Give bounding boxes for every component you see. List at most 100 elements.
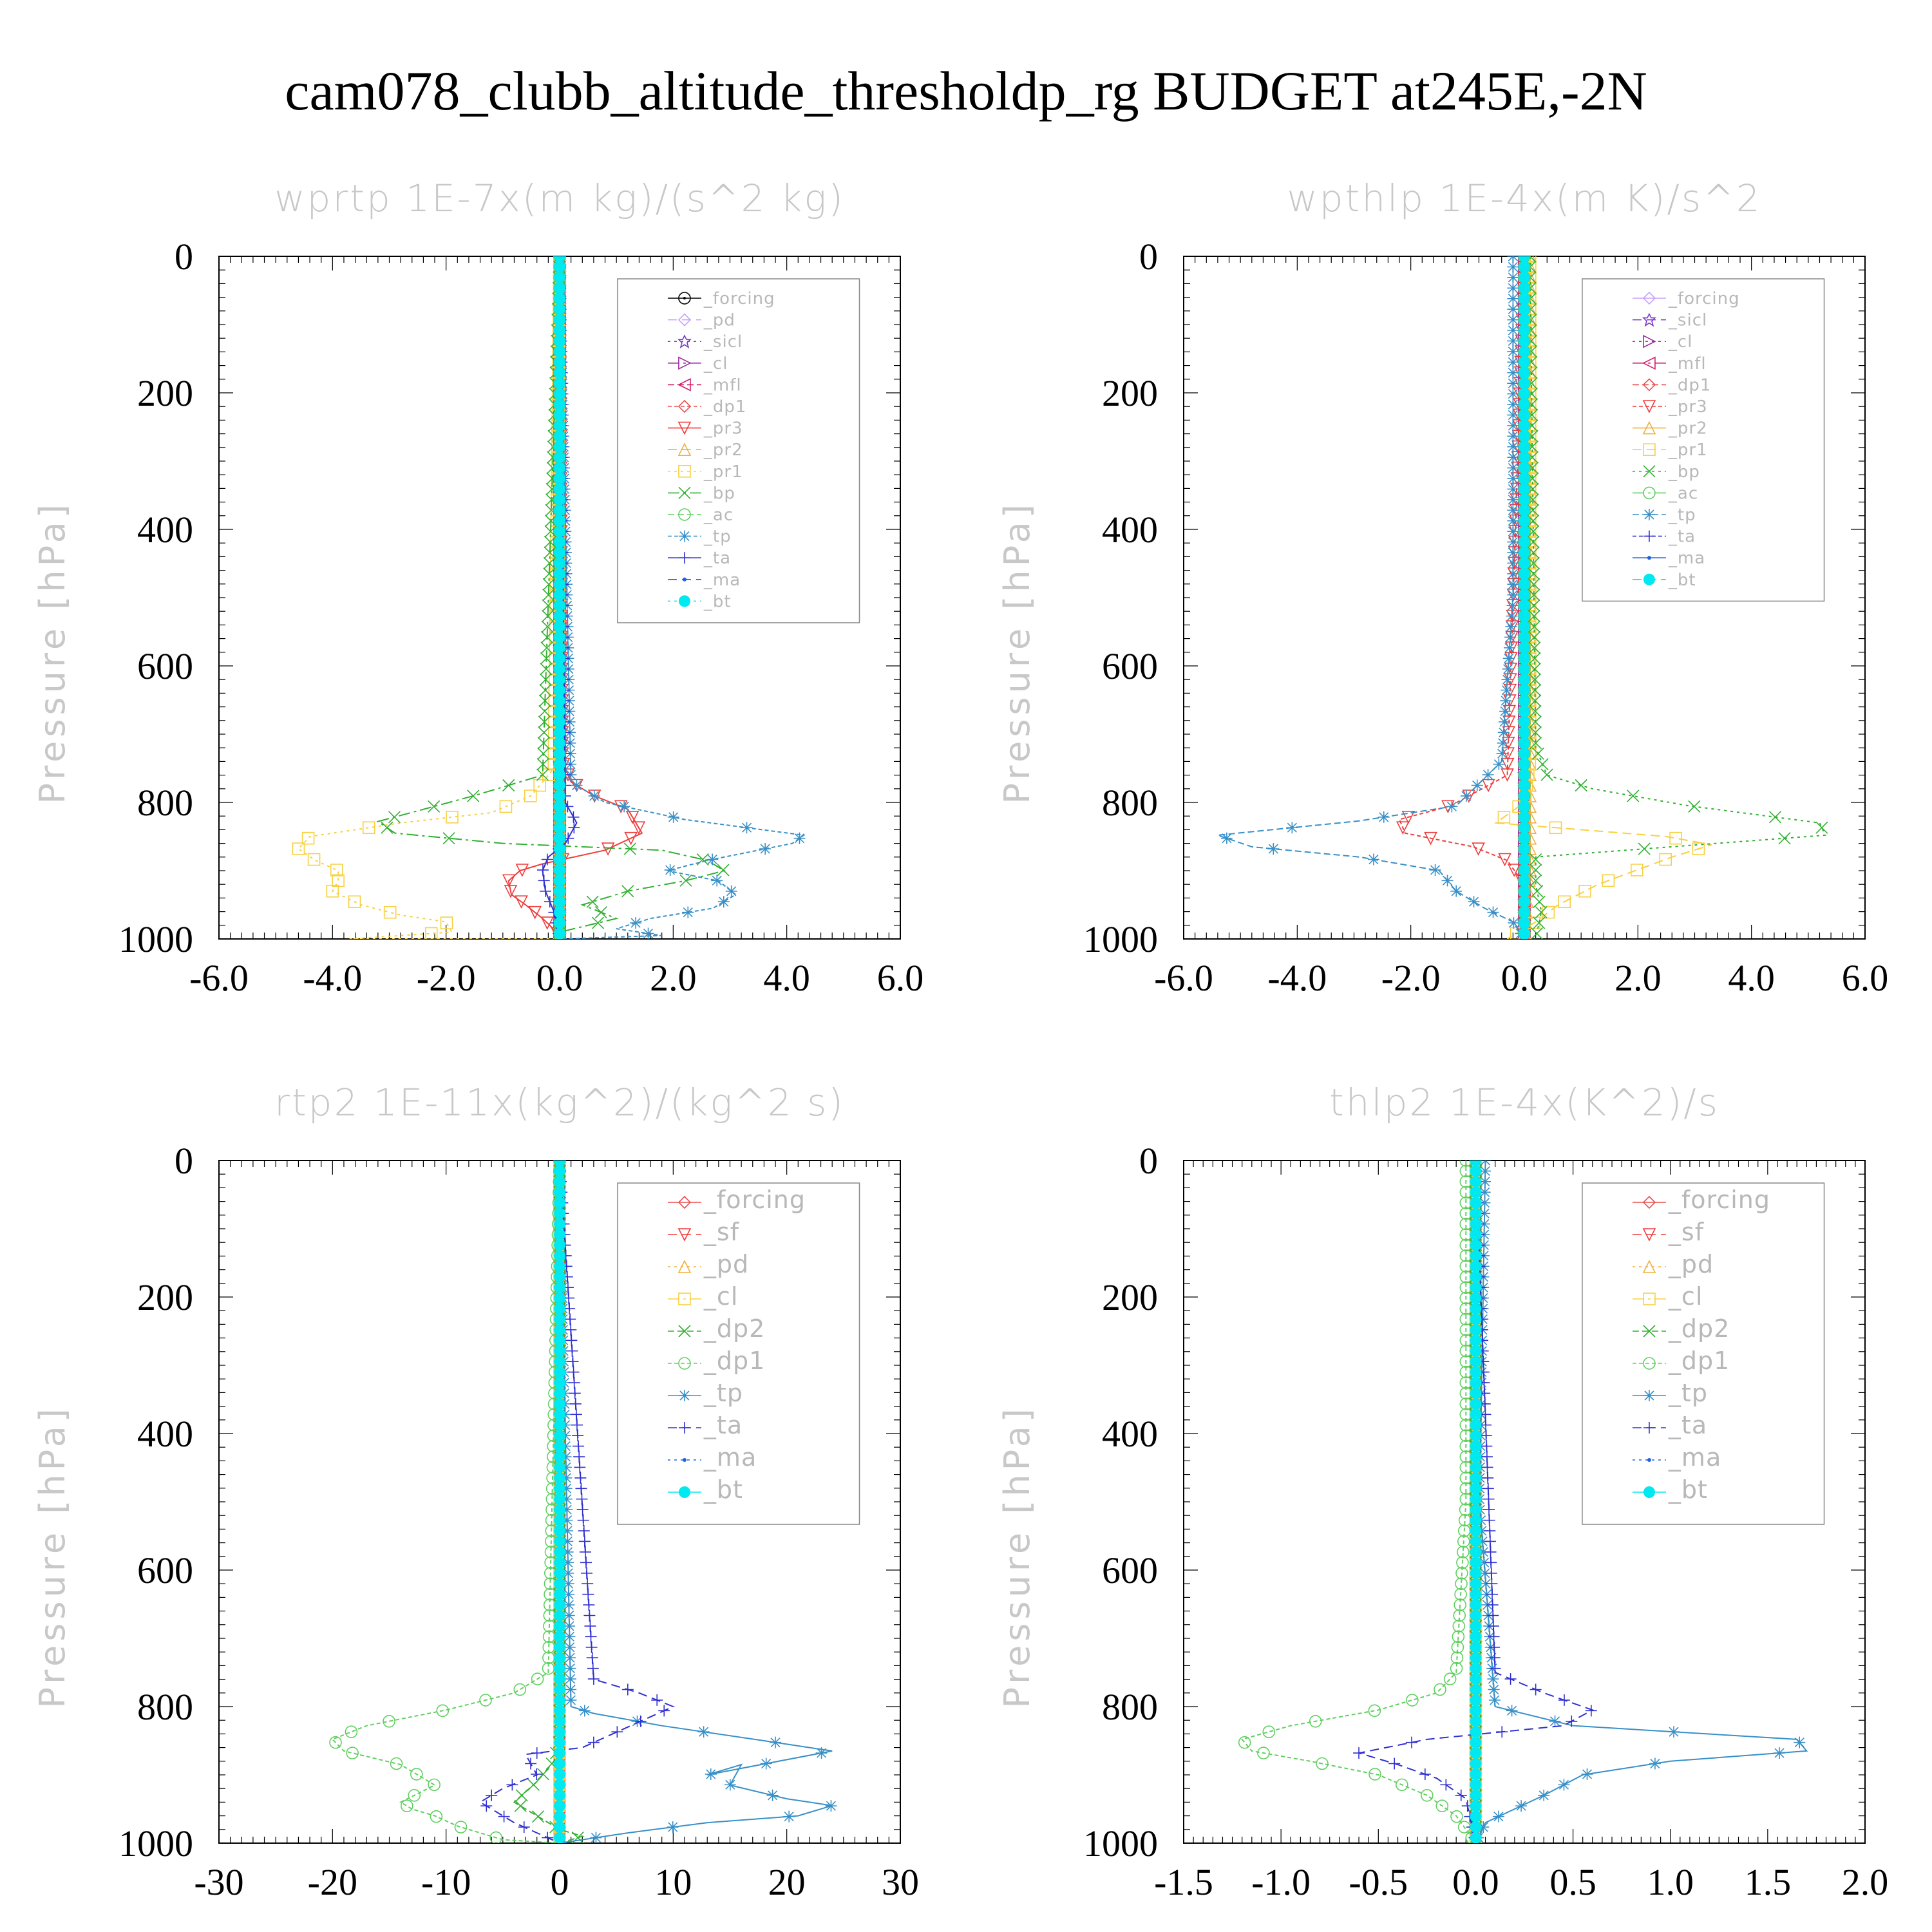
data-point bbox=[479, 1694, 492, 1707]
data-point bbox=[625, 810, 639, 824]
data-point bbox=[1647, 556, 1651, 560]
data-point bbox=[1519, 493, 1530, 506]
plot-area bbox=[292, 256, 806, 939]
legend-item: _cl bbox=[667, 354, 727, 374]
data-point bbox=[682, 577, 687, 582]
x-tick-label: 4.0 bbox=[763, 957, 810, 999]
data-point bbox=[536, 1768, 549, 1781]
series-dp2 bbox=[513, 1160, 585, 1843]
data-point bbox=[574, 1472, 587, 1484]
legend-item: _bt bbox=[667, 1475, 743, 1504]
data-point bbox=[583, 1609, 596, 1622]
data-point bbox=[678, 1325, 691, 1338]
data-point bbox=[533, 779, 546, 792]
data-point bbox=[554, 1397, 565, 1410]
legend-item: _bt bbox=[667, 592, 731, 611]
data-point bbox=[554, 557, 565, 569]
data-point bbox=[1470, 1408, 1482, 1421]
data-point bbox=[1482, 1493, 1495, 1505]
legend-label: _ma bbox=[703, 571, 741, 590]
data-point bbox=[1471, 779, 1483, 791]
legend-item: _tp bbox=[667, 1379, 743, 1407]
data-point bbox=[536, 768, 549, 781]
data-point bbox=[554, 1292, 565, 1304]
data-point bbox=[554, 1208, 565, 1220]
data-point bbox=[584, 1620, 596, 1632]
data-point bbox=[1519, 726, 1530, 739]
data-point bbox=[1470, 1260, 1482, 1273]
data-point bbox=[554, 325, 565, 337]
data-point bbox=[706, 853, 719, 866]
data-point bbox=[1488, 1683, 1500, 1696]
data-point bbox=[332, 874, 345, 887]
legend-label: _bt bbox=[1668, 571, 1696, 590]
data-point bbox=[1480, 1419, 1492, 1431]
data-point bbox=[1470, 1323, 1482, 1336]
data-point bbox=[1528, 663, 1541, 676]
x-tick-label: 0 bbox=[551, 1861, 569, 1903]
data-point bbox=[578, 1535, 591, 1548]
data-point bbox=[1519, 440, 1530, 453]
data-point bbox=[1528, 610, 1540, 623]
data-point bbox=[1530, 1683, 1542, 1696]
data-point bbox=[1480, 1578, 1492, 1590]
data-point bbox=[1459, 1160, 1473, 1167]
data-point bbox=[568, 822, 580, 834]
legend-label: _bt bbox=[703, 1475, 743, 1504]
legend-item: _sicl bbox=[1632, 311, 1707, 330]
legend-label: _ta bbox=[1668, 1411, 1707, 1439]
data-point bbox=[623, 842, 636, 855]
data-point bbox=[1483, 1504, 1495, 1516]
data-point bbox=[1519, 526, 1530, 538]
y-tick-label: 400 bbox=[1102, 1413, 1158, 1455]
data-point bbox=[682, 1458, 687, 1462]
series-line bbox=[513, 1160, 585, 1843]
data-point bbox=[554, 885, 565, 897]
data-point bbox=[678, 292, 691, 305]
data-point bbox=[554, 430, 565, 442]
legend-item: _cl bbox=[1632, 1282, 1702, 1311]
data-point bbox=[1507, 515, 1519, 527]
data-point bbox=[585, 1641, 598, 1653]
data-point bbox=[677, 1228, 692, 1242]
data-point bbox=[554, 314, 565, 326]
data-point bbox=[677, 313, 692, 327]
data-point bbox=[1489, 1662, 1501, 1674]
data-point bbox=[1454, 1587, 1467, 1601]
data-point bbox=[542, 578, 555, 591]
data-point bbox=[1507, 256, 1519, 262]
data-point bbox=[587, 1736, 600, 1748]
data-point bbox=[1519, 641, 1530, 654]
x-tick-label: -6.0 bbox=[1154, 957, 1213, 999]
data-point bbox=[563, 1609, 575, 1622]
data-point bbox=[1367, 853, 1379, 866]
data-point bbox=[1502, 652, 1515, 665]
data-point bbox=[571, 1419, 583, 1431]
legend-item: _pd bbox=[667, 311, 735, 330]
data-point bbox=[1642, 1195, 1656, 1209]
data-point bbox=[677, 442, 692, 457]
data-point bbox=[1519, 271, 1530, 283]
data-point bbox=[554, 1366, 565, 1378]
data-point bbox=[1502, 663, 1514, 675]
data-point bbox=[815, 1747, 828, 1759]
data-point bbox=[1519, 399, 1530, 411]
data-point bbox=[554, 641, 565, 654]
legend-label: _ac bbox=[703, 506, 734, 525]
data-point bbox=[679, 874, 692, 887]
legend-label: _dp1 bbox=[1668, 1347, 1730, 1375]
legend-item: _ma bbox=[1632, 549, 1705, 568]
data-point bbox=[1506, 600, 1519, 612]
data-point bbox=[1406, 1736, 1418, 1748]
data-point bbox=[1470, 1800, 1482, 1812]
data-point bbox=[793, 832, 806, 844]
data-point bbox=[1504, 631, 1517, 643]
data-point bbox=[554, 610, 565, 622]
data-point bbox=[554, 1160, 565, 1166]
data-point bbox=[554, 1218, 565, 1230]
data-point bbox=[567, 1366, 580, 1378]
data-point bbox=[1470, 1546, 1482, 1558]
data-point bbox=[1485, 1567, 1497, 1579]
data-point bbox=[554, 1705, 565, 1717]
data-point bbox=[1643, 1422, 1655, 1434]
